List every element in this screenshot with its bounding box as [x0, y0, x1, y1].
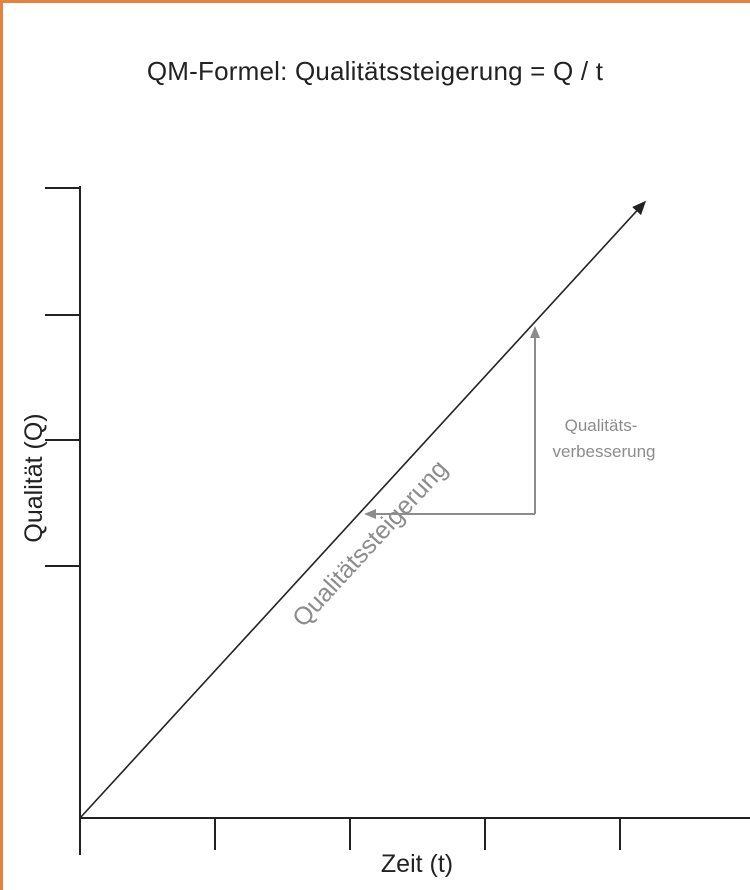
x-axis-label: Zeit (t): [381, 850, 453, 878]
improvement-label-line1: Qualitäts-: [565, 416, 638, 435]
frame-border-top: [0, 0, 750, 3]
diagonal-label: Qualitätssteigerung: [287, 455, 453, 633]
y-axis-label: Qualität (Q): [20, 413, 48, 542]
quality-growth-arrow: [79, 200, 647, 819]
diagram-title: QM-Formel: Qualitätssteigerung = Q / t: [146, 56, 604, 86]
improvement-label-line2: verbesserung: [552, 442, 655, 461]
frame-border-left: [0, 0, 3, 890]
